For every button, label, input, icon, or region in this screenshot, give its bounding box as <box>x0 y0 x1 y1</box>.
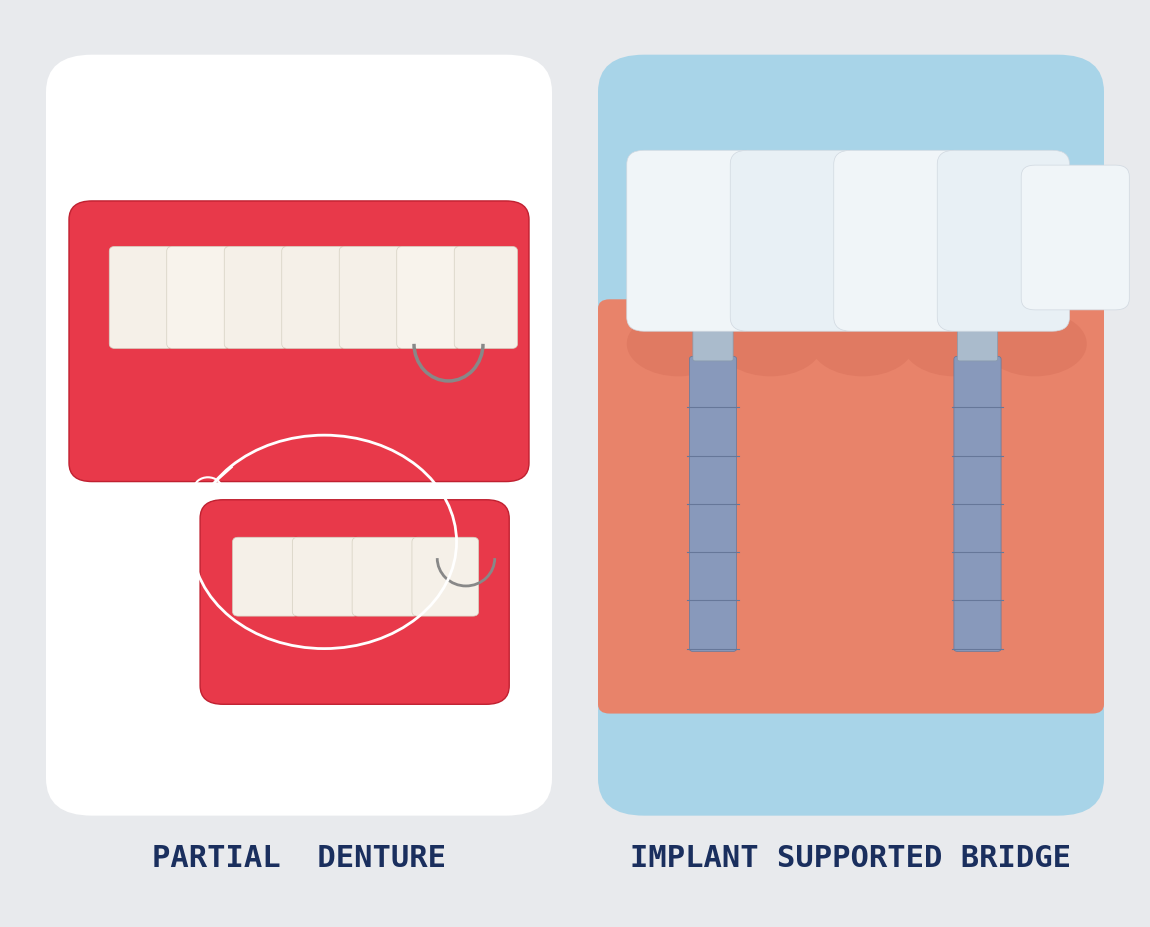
FancyBboxPatch shape <box>412 538 478 616</box>
FancyBboxPatch shape <box>224 248 288 349</box>
Ellipse shape <box>903 312 1006 377</box>
FancyBboxPatch shape <box>292 538 359 616</box>
FancyBboxPatch shape <box>46 56 552 816</box>
FancyBboxPatch shape <box>282 248 345 349</box>
FancyBboxPatch shape <box>200 501 509 705</box>
FancyBboxPatch shape <box>232 538 299 616</box>
FancyBboxPatch shape <box>730 151 862 332</box>
FancyBboxPatch shape <box>109 248 172 349</box>
FancyBboxPatch shape <box>598 56 1104 816</box>
FancyBboxPatch shape <box>954 357 1002 652</box>
FancyBboxPatch shape <box>397 248 460 349</box>
Ellipse shape <box>983 312 1087 377</box>
FancyBboxPatch shape <box>627 151 759 332</box>
FancyBboxPatch shape <box>339 248 402 349</box>
FancyBboxPatch shape <box>454 248 518 349</box>
Ellipse shape <box>719 312 822 377</box>
FancyBboxPatch shape <box>692 316 734 362</box>
FancyBboxPatch shape <box>167 248 230 349</box>
FancyBboxPatch shape <box>1021 166 1129 311</box>
Text: PARTIAL  DENTURE: PARTIAL DENTURE <box>152 843 446 872</box>
Ellipse shape <box>811 312 914 377</box>
FancyBboxPatch shape <box>834 151 966 332</box>
Ellipse shape <box>627 312 730 377</box>
FancyBboxPatch shape <box>937 151 1070 332</box>
FancyBboxPatch shape <box>598 300 1104 714</box>
FancyBboxPatch shape <box>352 538 419 616</box>
FancyBboxPatch shape <box>690 357 737 652</box>
FancyBboxPatch shape <box>958 316 998 362</box>
FancyBboxPatch shape <box>69 202 529 482</box>
Text: IMPLANT SUPPORTED BRIDGE: IMPLANT SUPPORTED BRIDGE <box>630 843 1072 872</box>
